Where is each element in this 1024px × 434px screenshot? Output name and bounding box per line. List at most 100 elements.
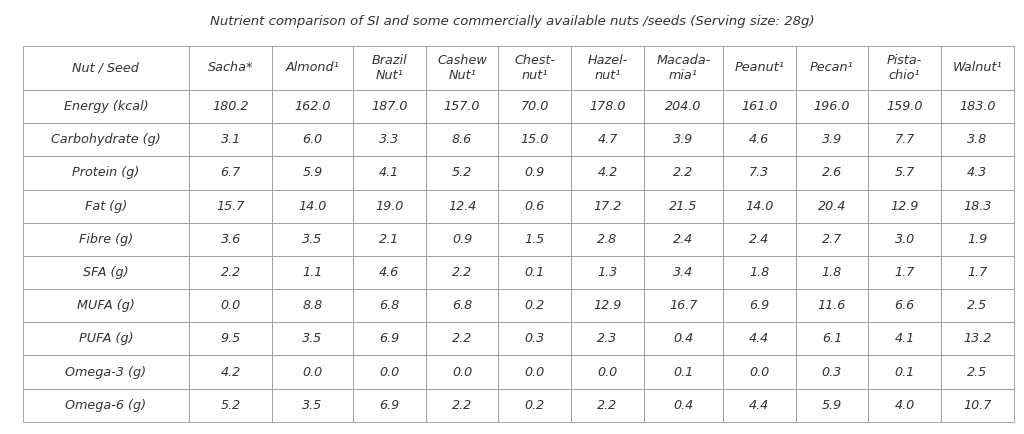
Bar (571, 223, 644, 256)
Bar (353, 289, 426, 322)
Text: 183.0: 183.0 (959, 100, 995, 113)
Text: 196.0: 196.0 (814, 100, 850, 113)
Bar (796, 223, 868, 256)
Text: 187.0: 187.0 (371, 100, 408, 113)
Bar (571, 355, 644, 389)
Text: 21.5: 21.5 (669, 200, 697, 213)
Text: 0.0: 0.0 (452, 365, 472, 378)
Text: 6.7: 6.7 (220, 167, 241, 179)
Bar (796, 322, 868, 355)
Text: 20.4: 20.4 (818, 200, 846, 213)
Text: 4.1: 4.1 (895, 332, 914, 345)
Bar (868, 46, 941, 90)
Text: 2.2: 2.2 (220, 266, 241, 279)
Text: Macada-
mia¹: Macada- mia¹ (656, 54, 711, 82)
Text: Omega-6 (g): Omega-6 (g) (66, 399, 146, 412)
Bar (426, 289, 499, 322)
Text: 5.9: 5.9 (302, 167, 323, 179)
Text: 3.9: 3.9 (673, 133, 693, 146)
Text: 4.0: 4.0 (895, 399, 914, 412)
Bar (796, 46, 868, 90)
Text: Pecan¹: Pecan¹ (810, 61, 854, 74)
Text: 8.6: 8.6 (452, 133, 472, 146)
Text: 11.6: 11.6 (818, 299, 846, 312)
Bar (796, 90, 868, 123)
Text: 14.0: 14.0 (298, 200, 327, 213)
Text: 9.5: 9.5 (220, 332, 241, 345)
Bar (499, 389, 571, 422)
Bar (23, 190, 189, 223)
Text: Cashew
Nut¹: Cashew Nut¹ (437, 54, 487, 82)
Bar (941, 256, 1014, 289)
Bar (23, 156, 189, 190)
Bar (426, 355, 499, 389)
Text: 157.0: 157.0 (443, 100, 480, 113)
Text: 6.0: 6.0 (302, 133, 323, 146)
Text: 178.0: 178.0 (590, 100, 626, 113)
Bar (499, 355, 571, 389)
Text: 6.1: 6.1 (821, 332, 842, 345)
Text: 3.1: 3.1 (220, 133, 241, 146)
Text: 4.6: 4.6 (379, 266, 399, 279)
Text: 0.3: 0.3 (821, 365, 842, 378)
Text: 4.7: 4.7 (597, 133, 617, 146)
Bar (723, 190, 796, 223)
Text: 2.6: 2.6 (821, 167, 842, 179)
Bar (868, 256, 941, 289)
Text: Carbohydrate (g): Carbohydrate (g) (51, 133, 161, 146)
Bar (23, 256, 189, 289)
Text: 3.5: 3.5 (302, 233, 323, 246)
Bar (272, 256, 353, 289)
Text: 5.7: 5.7 (895, 167, 914, 179)
Text: 2.2: 2.2 (452, 266, 472, 279)
Bar (353, 190, 426, 223)
Text: 0.6: 0.6 (524, 200, 545, 213)
Bar (499, 256, 571, 289)
Text: Energy (kcal): Energy (kcal) (63, 100, 148, 113)
Bar (499, 322, 571, 355)
Text: 19.0: 19.0 (375, 200, 403, 213)
Text: 4.2: 4.2 (220, 365, 241, 378)
Text: 2.4: 2.4 (749, 233, 769, 246)
Text: 0.4: 0.4 (673, 399, 693, 412)
Text: 1.5: 1.5 (524, 233, 545, 246)
Bar (499, 46, 571, 90)
Bar (571, 322, 644, 355)
Bar (353, 156, 426, 190)
Bar (723, 355, 796, 389)
Bar (571, 389, 644, 422)
Bar (426, 156, 499, 190)
Bar (353, 322, 426, 355)
Text: Fat (g): Fat (g) (85, 200, 127, 213)
Bar (272, 190, 353, 223)
Bar (571, 46, 644, 90)
Bar (941, 389, 1014, 422)
Text: PUFA (g): PUFA (g) (79, 332, 133, 345)
Bar (723, 46, 796, 90)
Bar (868, 289, 941, 322)
Text: 4.6: 4.6 (749, 133, 769, 146)
Text: 162.0: 162.0 (294, 100, 331, 113)
Bar (189, 156, 272, 190)
Text: 0.2: 0.2 (524, 299, 545, 312)
Text: 2.5: 2.5 (968, 365, 987, 378)
Bar (644, 90, 723, 123)
Bar (272, 355, 353, 389)
Bar (23, 90, 189, 123)
Text: 18.3: 18.3 (964, 200, 991, 213)
Text: 5.9: 5.9 (821, 399, 842, 412)
Bar (723, 289, 796, 322)
Bar (499, 223, 571, 256)
Text: 0.0: 0.0 (220, 299, 241, 312)
Text: 6.8: 6.8 (379, 299, 399, 312)
Bar (796, 355, 868, 389)
Text: 0.1: 0.1 (895, 365, 914, 378)
Bar (868, 156, 941, 190)
Text: Nut / Seed: Nut / Seed (73, 61, 139, 74)
Bar (723, 156, 796, 190)
Text: 8.8: 8.8 (302, 299, 323, 312)
Bar (189, 289, 272, 322)
Bar (23, 46, 189, 90)
Bar (868, 322, 941, 355)
Text: 16.7: 16.7 (669, 299, 697, 312)
